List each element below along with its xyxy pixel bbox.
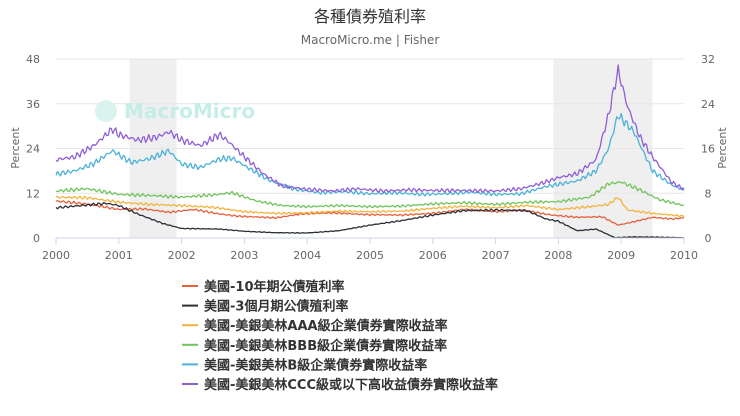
x-tick-label: 2000 [42,249,70,262]
y-left-tick-label: 36 [26,98,40,111]
y-right-tick-label: 16 [701,143,715,156]
y-axis-right: 0 8 16 24 32 [701,53,715,245]
x-tick-label: 2004 [293,249,321,262]
y-right-tick-label: 32 [701,53,715,66]
x-tick-label: 2010 [670,249,698,262]
y-left-tick-label: 48 [26,53,40,66]
y-left-tick-label: 12 [26,187,40,200]
x-tick-label: 2002 [168,249,196,262]
legend-item-label[interactable]: 美國-美銀美林AAA級企業債券實際收益率 [204,318,448,334]
legend-item-label[interactable]: 美國-美銀美林B級企業債券實際收益率 [204,357,427,373]
watermark-logo-icon [95,100,117,122]
x-tick-label: 2003 [230,249,258,262]
x-tick-label: 2008 [544,249,572,262]
legend-item-label[interactable]: 美國-美銀美林CCC級或以下高收益債券實際收益率 [204,377,498,393]
y-axis-left-title: Percent [9,127,22,169]
x-tick-label: 2005 [356,249,384,262]
y-right-tick-label: 0 [705,232,712,245]
x-tick-label: 2007 [482,249,510,262]
series-line [55,201,685,239]
y-axis-left: 0 12 24 36 48 [26,53,40,245]
legend: 美國-10年期公債殖利率美國-3個月期公債殖利率美國-美銀美林AAA級企業債券實… [182,279,498,393]
legend-item-label[interactable]: 美國-10年期公債殖利率 [204,279,345,295]
chart-title: 各種債券殖利率 [314,7,426,26]
series-line [55,64,685,194]
chart-subtitle: MacroMicro.me | Fisher [301,33,440,47]
y-right-tick-label: 8 [705,187,712,200]
y-left-tick-label: 24 [26,143,40,156]
x-axis: 2000 2001 2002 2003 2004 2005 2006 2007 2008 2009… [42,237,698,262]
watermark-text: MacroMicro [124,99,255,123]
y-axis-right-title: Percent [716,127,729,169]
x-tick-label: 2001 [105,249,133,262]
legend-item-label[interactable]: 美國-3個月期公債殖利率 [204,299,348,315]
y-right-tick-label: 24 [701,98,715,111]
series-line [55,113,685,197]
series-line [55,181,685,209]
x-tick-label: 2006 [419,249,447,262]
series-line [55,195,685,218]
watermark: MacroMicro [95,99,255,123]
series-lines [55,64,685,239]
legend-item-label[interactable]: 美國-美銀美林BBB級企業債券實際收益率 [204,338,447,354]
x-tick-label: 2009 [607,249,635,262]
series-line [55,200,685,226]
y-left-tick-label: 0 [33,232,40,245]
